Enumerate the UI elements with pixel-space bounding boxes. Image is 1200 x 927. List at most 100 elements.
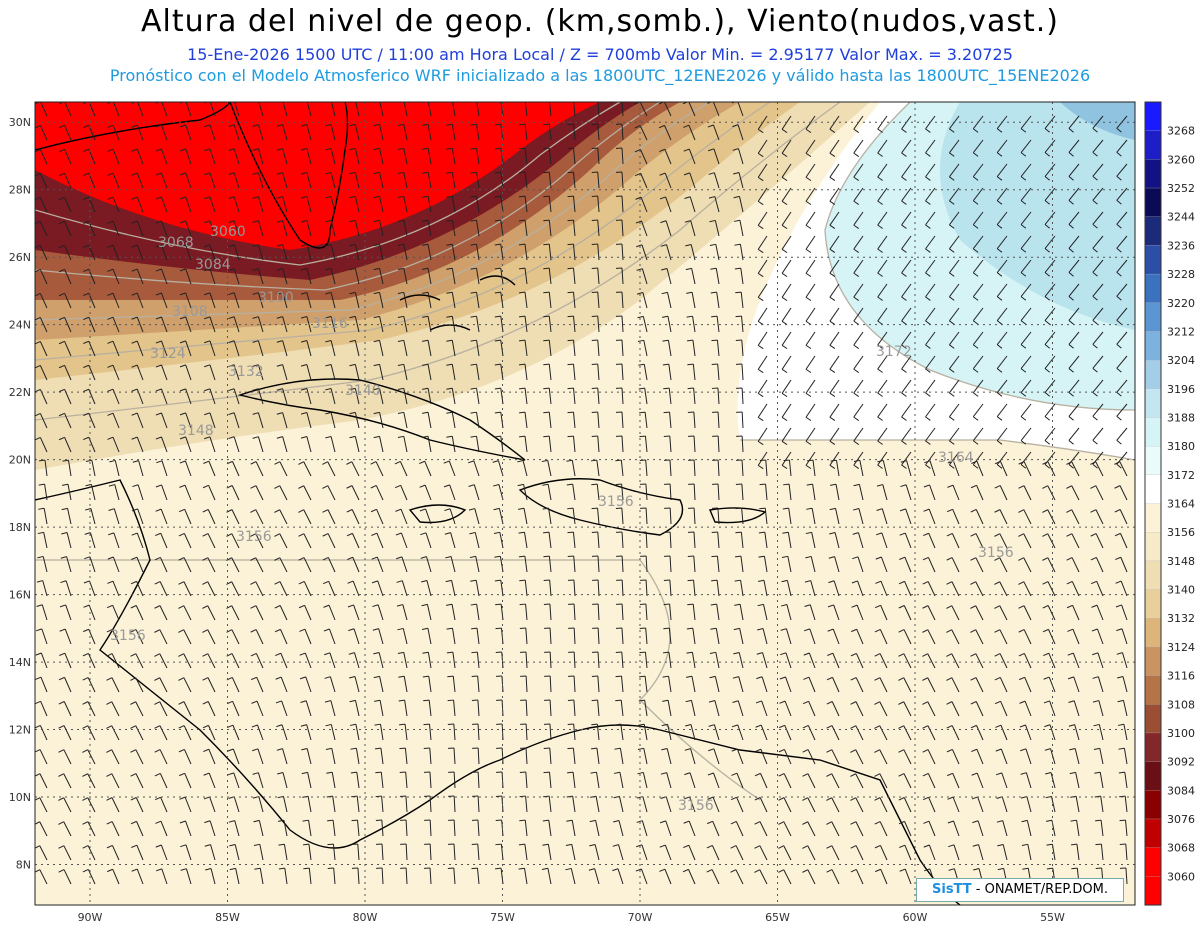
wind-barb [851, 580, 864, 597]
wind-barb [107, 172, 120, 189]
wind-barb [994, 509, 1008, 525]
wind-barb [543, 579, 552, 597]
wind-barb [1116, 187, 1128, 205]
legend-swatch [1144, 847, 1162, 877]
wind-barb [898, 701, 912, 717]
legend-swatch [1144, 445, 1162, 476]
wind-barb [757, 259, 768, 278]
wind-barb [228, 436, 240, 453]
wind-barb [324, 652, 336, 669]
wind-barb [446, 603, 456, 621]
wind-barb [829, 507, 840, 525]
wind-barb [994, 460, 1008, 477]
wind-barb [422, 435, 432, 453]
wind-barb [947, 460, 960, 477]
wind-barb [901, 403, 912, 421]
wind-barb [898, 605, 912, 621]
wind-barb [543, 243, 552, 261]
wind-barb [591, 435, 600, 453]
wind-barb [1042, 509, 1056, 525]
map-field: 3060 3068 3084 3100 3108 3116 3124 3132 … [35, 102, 1135, 905]
wind-barb [470, 435, 480, 453]
wind-barb [1044, 307, 1056, 325]
wind-barb [35, 172, 48, 189]
wind-barb [1092, 139, 1104, 157]
wind-barb [1116, 628, 1128, 645]
wind-barb [850, 652, 864, 669]
wind-barb [591, 531, 600, 549]
wind-barb [686, 339, 696, 357]
wind-barb [828, 580, 840, 597]
wind-barb [949, 379, 960, 397]
wind-barb [422, 291, 432, 309]
wind-barb [925, 235, 936, 253]
wind-barb [543, 603, 552, 621]
wind-barb [829, 331, 840, 349]
wind-barb [709, 675, 720, 693]
sistt-logo: SisTT [932, 882, 972, 897]
wind-barb [922, 556, 936, 573]
wind-barb [372, 628, 384, 645]
wind-barb [252, 124, 264, 141]
wind-barb [591, 699, 600, 717]
wind-barb [688, 507, 696, 525]
wind-barb [84, 532, 96, 549]
legend-swatch [1144, 876, 1162, 906]
wind-barb [299, 652, 312, 669]
wind-barb [494, 195, 504, 213]
wind-barb [949, 355, 960, 373]
wind-barb [757, 283, 768, 302]
wind-barb [1116, 283, 1128, 301]
wind-barb [543, 435, 552, 453]
wind-barb [494, 267, 504, 285]
wind-barb [204, 292, 216, 309]
wind-barb [349, 147, 360, 165]
wind-barb [131, 412, 144, 429]
wind-barb [325, 123, 336, 141]
wind-barb [1092, 355, 1104, 373]
wind-barb [1115, 580, 1128, 597]
wind-barb [154, 725, 168, 741]
legend-label: 3116 [1167, 670, 1195, 683]
wind-barb [422, 675, 432, 693]
wind-barb [829, 235, 840, 253]
wind-barb [250, 533, 264, 549]
wind-barb [38, 459, 48, 477]
wind-barb [372, 604, 384, 621]
wind-barb [35, 364, 48, 381]
wind-barb [853, 331, 864, 349]
wind-barb [899, 508, 912, 525]
wind-barb [300, 124, 312, 141]
wind-barb [780, 604, 792, 621]
wind-barb [204, 316, 216, 333]
wind-barb [803, 676, 816, 693]
wind-barb [108, 532, 120, 549]
wind-barb [1018, 533, 1032, 549]
wind-barb [423, 723, 432, 741]
wind-barb [300, 364, 312, 381]
wind-barb [61, 507, 72, 525]
wind-barb [299, 628, 312, 645]
wind-barb [228, 148, 240, 165]
wind-barb [374, 723, 384, 741]
wind-barb [663, 627, 672, 645]
wind-barb [781, 427, 792, 446]
wind-barb [446, 195, 456, 213]
wind-barb [712, 459, 720, 477]
wind-barb [783, 459, 792, 477]
wind-barb [759, 483, 768, 501]
contour-line-3156 [35, 559, 761, 801]
wind-barb [1116, 427, 1128, 445]
wind-barb [274, 485, 288, 501]
wind-barb [202, 629, 216, 645]
wind-barb [663, 411, 672, 429]
wind-barb [710, 627, 720, 645]
wind-barb [925, 283, 936, 301]
wind-barb [107, 412, 120, 429]
wind-barb [471, 651, 480, 669]
legend-swatch [1144, 101, 1162, 132]
wind-barb [803, 652, 816, 669]
wind-barb [1067, 652, 1080, 669]
wind-barb [131, 172, 144, 189]
